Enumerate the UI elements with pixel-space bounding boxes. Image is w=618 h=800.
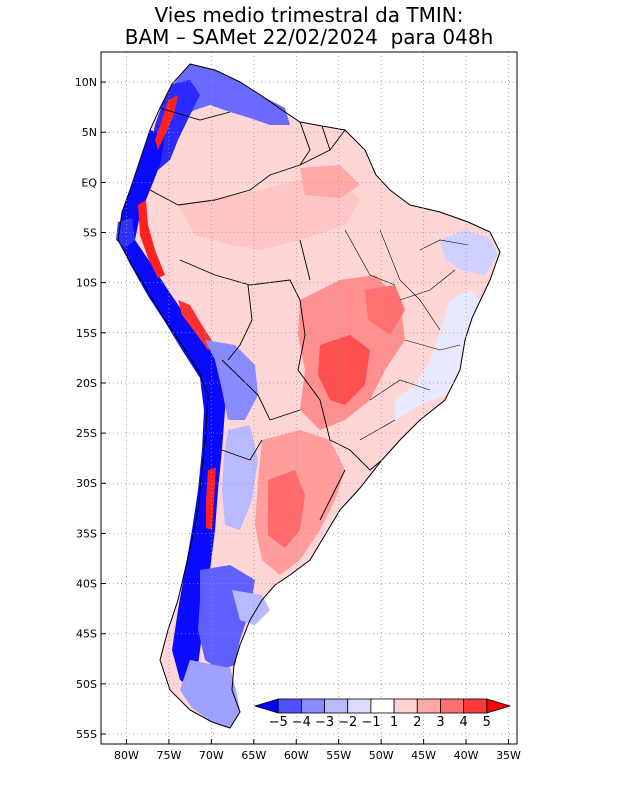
map-title-line1: Vies medio trimestral da TMIN: <box>154 3 464 27</box>
northeast-cool-region <box>440 230 498 275</box>
colorbar-label: −4 <box>292 715 311 730</box>
colorbar-label: −2 <box>338 715 357 730</box>
cuyo-cool-region <box>222 425 258 530</box>
southeast-coast-cool-region <box>395 290 480 420</box>
map-grid <box>101 52 517 744</box>
colorbar-swatch <box>416 698 441 714</box>
axis-ticks <box>101 81 510 744</box>
colorbar-label: 2 <box>413 715 421 730</box>
andes-cool-band <box>118 130 228 690</box>
andes-warm-streak-north <box>155 95 178 150</box>
colorbar-swatch <box>277 698 302 714</box>
andes-warm-streak-bolivia <box>178 300 215 350</box>
lon-tick-label: 65W <box>241 749 266 762</box>
colorbar-swatch <box>370 698 395 714</box>
lat-tick-label: 15S <box>76 327 97 340</box>
lon-tick-label: 45W <box>411 749 436 762</box>
venezuela-cool-region <box>172 64 290 125</box>
colorbar-swatch <box>324 698 349 714</box>
lat-tick-label: 40S <box>76 578 97 591</box>
lat-tick-label: 20S <box>76 377 97 390</box>
goias-warm-spot <box>365 285 405 335</box>
tierra-del-fuego-cool <box>180 660 240 728</box>
argentina-hot-core <box>268 470 305 548</box>
colorbar-swatch <box>347 698 372 714</box>
colorbar-label: 5 <box>483 715 491 730</box>
lon-tick-label: 40W <box>454 749 479 762</box>
lat-tick-label: 5S <box>83 227 97 240</box>
lon-tick-label: 70W <box>199 749 224 762</box>
state-borders <box>344 229 469 441</box>
lat-tick-label: 5N <box>82 126 97 139</box>
lat-tick-label: 25S <box>76 427 97 440</box>
colorbar-label: 4 <box>459 715 467 730</box>
patagonia-steppe-cool <box>232 590 270 625</box>
lat-tick-label: 10S <box>76 277 97 290</box>
patagonia-north-cool <box>198 565 255 670</box>
colorbar-swatch <box>440 698 465 714</box>
colorbar-swatch <box>463 698 488 714</box>
lon-tick-label: 35W <box>496 749 521 762</box>
colorbar-label: −5 <box>269 715 288 730</box>
lon-tick-label: 80W <box>114 749 139 762</box>
amazon-north-warm-spot <box>300 165 360 198</box>
lon-tick-label: 75W <box>156 749 181 762</box>
map-title-line2: BAM – SAMet 22/02/2024 para 048h <box>124 25 494 49</box>
colorbar-label: 3 <box>436 715 444 730</box>
longitude-tick-labels: 80W 75W 70W 65W 60W 55W 50W 45W 40W 35W <box>114 749 521 762</box>
lat-tick-label: EQ <box>81 176 97 189</box>
lat-tick-label: 30S <box>76 477 97 490</box>
latitude-tick-labels: 10N 5N EQ 5S 10S 15S 20S 25S 30S 35S 40S 45S 50S 55S <box>75 76 98 741</box>
colorbar-label: −3 <box>315 715 334 730</box>
lon-tick-label: 60W <box>284 749 309 762</box>
colorbar-label: −1 <box>361 715 380 730</box>
ecuador-coast-cool <box>116 218 135 248</box>
central-brazil-hot-core <box>318 335 370 405</box>
colorbar-swatch <box>393 698 418 714</box>
lon-tick-label: 55W <box>326 749 351 762</box>
lat-tick-label: 55S <box>76 728 97 741</box>
colorbar: −5 −4 −3 −2 −1 1 2 3 4 5 <box>253 698 512 730</box>
colorbar-swatch <box>300 698 325 714</box>
lat-tick-label: 50S <box>76 678 97 691</box>
andes-warm-streak-peru <box>138 200 165 278</box>
lat-tick-label: 10N <box>75 76 97 89</box>
coastline <box>117 63 501 729</box>
map-frame <box>100 51 518 745</box>
amazon-bias-region <box>178 178 360 250</box>
lat-tick-label: 35S <box>76 527 97 540</box>
colorbar-label: 1 <box>390 715 398 730</box>
country-borders <box>149 107 383 521</box>
lon-tick-label: 50W <box>369 749 394 762</box>
colorbar-swatch <box>486 698 512 714</box>
altiplano-cool-region <box>205 340 258 420</box>
lat-tick-label: 45S <box>76 628 97 641</box>
